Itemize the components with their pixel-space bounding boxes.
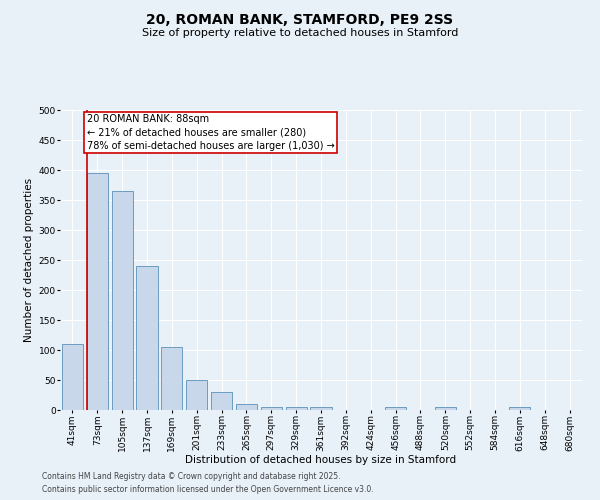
Text: Contains HM Land Registry data © Crown copyright and database right 2025.: Contains HM Land Registry data © Crown c…	[42, 472, 341, 481]
Bar	[87, 173, 108, 410]
X-axis label: Distribution of detached houses by size in Stamford: Distribution of detached houses by size …	[185, 454, 457, 464]
Bar	[161, 347, 182, 410]
Bar	[310, 407, 332, 410]
Text: Contains public sector information licensed under the Open Government Licence v3: Contains public sector information licen…	[42, 485, 374, 494]
Bar	[261, 407, 282, 410]
Bar	[136, 266, 158, 410]
Text: 20, ROMAN BANK, STAMFORD, PE9 2SS: 20, ROMAN BANK, STAMFORD, PE9 2SS	[146, 12, 454, 26]
Bar	[236, 404, 257, 410]
Bar	[62, 344, 83, 410]
Text: 20 ROMAN BANK: 88sqm
← 21% of detached houses are smaller (280)
78% of semi-deta: 20 ROMAN BANK: 88sqm ← 21% of detached h…	[86, 114, 334, 150]
Y-axis label: Number of detached properties: Number of detached properties	[25, 178, 34, 342]
Bar	[385, 407, 406, 410]
Text: Size of property relative to detached houses in Stamford: Size of property relative to detached ho…	[142, 28, 458, 38]
Bar	[509, 407, 530, 410]
Bar	[186, 380, 207, 410]
Bar	[435, 407, 456, 410]
Bar	[211, 392, 232, 410]
Bar	[286, 407, 307, 410]
Bar	[112, 191, 133, 410]
